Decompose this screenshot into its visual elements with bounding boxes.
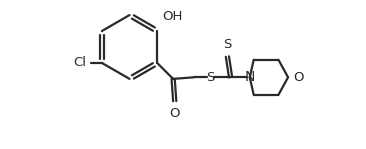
- Text: Cl: Cl: [74, 56, 87, 69]
- Text: S: S: [223, 38, 232, 51]
- Text: OH: OH: [162, 10, 182, 23]
- Text: O: O: [169, 107, 180, 120]
- Text: N: N: [244, 70, 255, 84]
- Text: S: S: [206, 71, 214, 84]
- Text: O: O: [294, 71, 304, 84]
